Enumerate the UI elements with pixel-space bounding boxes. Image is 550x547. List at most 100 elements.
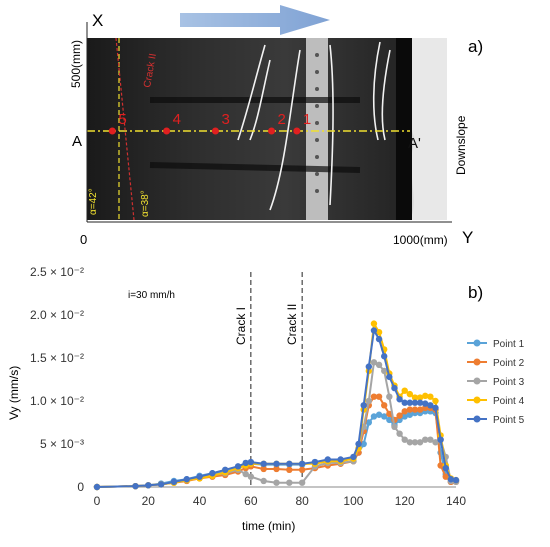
data-point	[350, 453, 357, 461]
data-point	[381, 402, 388, 409]
data-point	[401, 413, 408, 420]
chart-legend: Point 1 Point 2 Point 3 Point 4 Point 5	[467, 339, 525, 426]
data-point	[422, 400, 429, 407]
data-point	[145, 482, 152, 489]
data-point	[396, 430, 403, 437]
measurement-point-label: 1	[303, 111, 311, 128]
legend-entry-label: Point 3	[493, 377, 525, 388]
data-point	[209, 470, 216, 477]
data-point	[427, 402, 434, 409]
data-point	[386, 393, 393, 400]
y-tick-label: 1.5 × 10⁻²	[30, 351, 84, 365]
data-point	[396, 412, 403, 419]
data-point	[406, 390, 414, 398]
x-tick-label: 140	[446, 494, 466, 508]
data-point	[355, 440, 362, 448]
data-point	[157, 481, 165, 488]
legend-swatch-marker	[473, 396, 481, 404]
y-tick-label: 1.0 × 10⁻²	[30, 394, 84, 408]
data-point	[370, 327, 378, 334]
data-point	[365, 419, 373, 426]
data-point	[375, 329, 383, 336]
data-point	[273, 465, 280, 473]
measurement-point-1	[293, 127, 301, 135]
data-point	[386, 373, 393, 381]
data-point	[411, 399, 419, 406]
crack-ii-line	[115, 37, 135, 221]
data-point	[386, 416, 393, 424]
surface-cracks	[237, 41, 391, 211]
data-point	[260, 465, 267, 473]
panel-a-label: a)	[468, 37, 483, 56]
data-point	[273, 479, 280, 486]
legend-entry-label: Point 2	[493, 358, 525, 369]
data-point	[311, 458, 319, 466]
measuring-rod	[306, 38, 328, 220]
data-point	[242, 459, 249, 467]
y-tick-label: 0	[77, 480, 84, 494]
data-point	[260, 460, 267, 467]
debris-edge	[408, 38, 447, 220]
data-point	[391, 423, 398, 430]
data-point	[406, 439, 414, 446]
legend-swatch-marker	[473, 377, 481, 385]
data-point	[286, 479, 293, 486]
data-point	[222, 466, 229, 473]
measurement-point-2	[268, 127, 276, 135]
section-right-label: A'	[408, 135, 421, 152]
legend-entry-label: Point 1	[493, 339, 525, 350]
data-point	[381, 367, 388, 375]
downslope-label: Downslope	[454, 115, 468, 175]
measurement-point-label: 4	[173, 111, 181, 128]
data-point	[406, 406, 414, 413]
x-tick-label: 120	[395, 494, 415, 508]
legend-swatch-marker	[473, 415, 481, 423]
x-axis-title: time (min)	[242, 519, 295, 533]
legend-swatch-marker	[473, 358, 481, 366]
y-axis-title: Vy (mm/s)	[7, 366, 21, 420]
data-point	[93, 483, 101, 491]
data-point	[427, 436, 434, 443]
data-point	[401, 387, 408, 394]
measurement-point-5	[108, 127, 116, 135]
data-point	[337, 456, 344, 463]
data-point	[447, 476, 455, 483]
rain-intensity-annotation: i=30 mm/h	[128, 290, 175, 301]
data-point	[386, 410, 393, 418]
data-point	[411, 439, 419, 446]
series-line-1	[96, 410, 457, 488]
data-point	[375, 361, 383, 369]
x-tick-label: 100	[343, 494, 363, 508]
y-right-label: 1000(mm)	[393, 233, 448, 247]
data-point	[422, 392, 429, 400]
angle-right-label: α=38°	[140, 190, 151, 217]
data-point	[437, 436, 444, 443]
data-point	[391, 384, 398, 392]
crack-marker-label: Crack II	[285, 304, 299, 345]
data-point	[298, 479, 306, 486]
origin-label: 0	[80, 232, 87, 247]
data-point	[365, 363, 373, 370]
data-point	[416, 399, 424, 406]
data-point	[324, 456, 331, 463]
x-tick-label: 60	[244, 494, 258, 508]
measurement-point-label: 2	[278, 111, 286, 128]
data-point	[370, 393, 378, 400]
data-point	[260, 477, 267, 485]
measurement-point-4	[163, 127, 171, 135]
data-point	[286, 466, 293, 473]
panel-b: b) 0 20 40 60 80 100 120 140 0 5 × 10⁻³ 1.0 × 10⁻²…	[7, 265, 525, 533]
data-point	[286, 460, 293, 467]
dark-band	[396, 38, 412, 220]
data-point	[381, 353, 388, 360]
data-point	[401, 399, 408, 406]
data-point	[432, 439, 439, 446]
x-top-label: 500(mm)	[69, 40, 83, 88]
data-point	[298, 466, 306, 473]
panel-b-label: b)	[468, 283, 483, 302]
data-point	[375, 411, 383, 418]
rod-holes	[315, 53, 319, 193]
data-point	[437, 462, 444, 469]
